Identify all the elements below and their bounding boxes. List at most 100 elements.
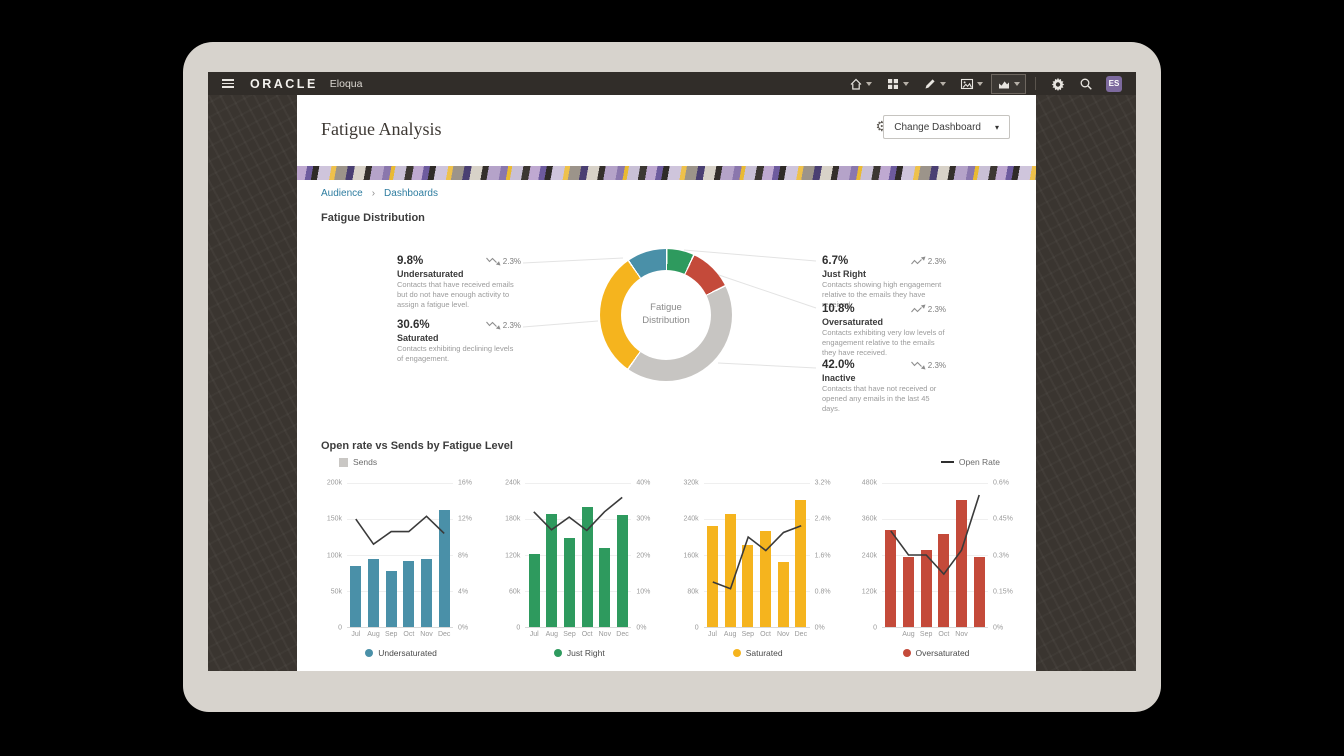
- x-axis-labels: Jul Aug Sep Oct Nov Dec: [708, 631, 808, 638]
- change-dashboard-button[interactable]: Change Dashboard ▾: [883, 115, 1010, 139]
- trend-value: 2.3%: [927, 304, 946, 314]
- open-rate-line: [533, 496, 624, 532]
- sends-bar: [885, 530, 897, 627]
- stat-label: Just Right: [822, 269, 866, 279]
- x-axis-labels: Jul Aug Sep Oct Nov Dec: [529, 631, 629, 638]
- sends-legend-label: Sends: [353, 457, 378, 467]
- legend-dot: [365, 649, 374, 657]
- chevron-down-icon: ▾: [994, 122, 999, 132]
- chart-just-right: 240k 180k 120k 60k 0 40% 30% 20% 10% 0% Jul Aug Se…: [493, 479, 665, 659]
- donut-leader-lines: [522, 249, 817, 369]
- open-rate-legend-label: Open Rate: [958, 457, 1000, 467]
- breadcrumb-audience-link[interactable]: Audience: [321, 188, 363, 199]
- search-button[interactable]: [1074, 75, 1098, 93]
- chart-oversaturated: 480k 360k 240k 120k 0 0.6% 0.45% 0.3% 0.15% 0% A…: [850, 479, 1022, 659]
- right-axis-ticks: 3.2% 2.4% 1.6% 0.8% 0%: [814, 479, 831, 632]
- area-chart-icon: [999, 80, 1009, 88]
- stat-value: 9.8%: [397, 255, 424, 267]
- sends-bar: [724, 514, 736, 627]
- sends-bar: [955, 499, 967, 627]
- stat-description: Contacts exhibiting very low levels of e…: [822, 328, 945, 357]
- assets-nav-item[interactable]: [955, 75, 988, 93]
- legend-dot: [732, 649, 741, 657]
- x-axis-labels: Aug Sep Oct Nov: [902, 631, 968, 638]
- top-navigation-bar: ORACLE Eloqua: [208, 72, 1136, 95]
- analytics-nav-item[interactable]: [991, 73, 1026, 94]
- charts-legend-row: Sends Open Rate: [339, 457, 1000, 467]
- breadcrumb-dashboards-link[interactable]: Dashboards: [384, 188, 438, 199]
- combo-charts-row: 200k 150k 100k 50k 0 16% 12% 8% 4% 0% Jul Aug Sep O…: [315, 479, 1022, 659]
- trend-down-icon: [485, 320, 501, 330]
- left-axis-ticks: 320k 240k 160k 80k 0: [683, 479, 699, 632]
- compose-nav-item[interactable]: [918, 75, 951, 93]
- chevron-down-icon: [940, 81, 946, 86]
- sends-bar: [759, 531, 771, 627]
- right-axis-ticks: 40% 30% 20% 10% 0%: [636, 479, 651, 632]
- stat-description: Contacts that have received emails but d…: [397, 280, 514, 309]
- donut-center-label: Fatigue Distribution: [642, 302, 690, 326]
- decorative-pattern-strip: [297, 166, 1036, 180]
- apps-grid-icon: [888, 78, 898, 89]
- chart-plot: [525, 483, 632, 628]
- breadcrumb-separator: ›: [371, 188, 376, 199]
- sends-bar: [546, 514, 558, 627]
- chart-legend: Saturated: [672, 648, 844, 658]
- stat-oversaturated: 10.8% 2.3% Oversaturated Contacts exhibi…: [822, 303, 946, 357]
- oracle-logo: ORACLE: [250, 76, 318, 91]
- user-avatar[interactable]: ES: [1106, 75, 1122, 92]
- dashboard-panel: Fatigue Analysis ⚙ Change Dashboard ▾ Au…: [297, 95, 1036, 671]
- chart-plot: [703, 483, 810, 628]
- sends-bar: [350, 565, 362, 627]
- open-rate-legend: Open Rate: [940, 457, 1000, 467]
- chevron-down-icon: [866, 81, 872, 86]
- trend-value: 2.3%: [927, 360, 946, 370]
- image-icon: [960, 78, 974, 89]
- trend-up-icon: [910, 256, 926, 266]
- gear-icon: [1051, 77, 1065, 91]
- trend-value: 2.3%: [502, 256, 521, 266]
- stat-description: Contacts exhibiting declining levels of …: [397, 344, 514, 363]
- search-icon: [1080, 78, 1092, 90]
- topbar-divider: [1035, 77, 1036, 90]
- topbar-actions: ES: [844, 73, 1122, 94]
- sends-bar: [902, 557, 914, 627]
- hamburger-menu-icon[interactable]: [222, 79, 234, 88]
- legend-label: Saturated: [745, 648, 783, 658]
- fatigue-distribution-section-title: Fatigue Distribution: [321, 212, 425, 224]
- product-name: Eloqua: [329, 77, 363, 90]
- open-rate-line: [712, 524, 802, 590]
- sends-bar: [420, 558, 432, 627]
- home-icon: [850, 78, 862, 90]
- legend-label: Undersaturated: [378, 648, 437, 658]
- laptop-frame: ORACLE Eloqua: [183, 42, 1161, 712]
- trend-value: 2.3%: [502, 320, 521, 330]
- right-axis-ticks: 0.6% 0.45% 0.3% 0.15% 0%: [992, 479, 1013, 632]
- chevron-down-icon: [1014, 81, 1020, 86]
- stat-label: Inactive: [822, 373, 856, 383]
- stat-inactive: 42.0% 2.3% Inactive Contacts that have n…: [822, 359, 946, 413]
- screen-background: ORACLE Eloqua: [208, 72, 1136, 671]
- sends-bar: [599, 547, 611, 627]
- left-axis-ticks: 480k 360k 240k 120k 0: [861, 479, 877, 632]
- chart-legend: Undersaturated: [315, 648, 487, 658]
- stat-label: Saturated: [397, 333, 439, 343]
- sends-bar: [563, 538, 575, 627]
- sends-legend-swatch: [339, 457, 348, 467]
- left-axis-ticks: 240k 180k 120k 60k 0: [505, 479, 521, 632]
- stat-saturated: 30.6% 2.3% Saturated Contacts exhibiting…: [397, 319, 521, 364]
- stat-description: Contacts showing high engagement relativ…: [822, 280, 942, 309]
- apps-grid-nav-item[interactable]: [881, 75, 914, 93]
- sends-legend: Sends: [339, 457, 377, 467]
- sends-bar: [777, 562, 789, 627]
- open-rate-legend-swatch: [940, 461, 954, 463]
- page-title: Fatigue Analysis: [321, 119, 442, 139]
- settings-button[interactable]: [1046, 75, 1070, 93]
- breadcrumb: Audience › Dashboards: [321, 188, 438, 199]
- stat-label: Oversaturated: [822, 317, 884, 327]
- sends-bar: [938, 534, 950, 627]
- stat-value: 30.6%: [397, 319, 430, 331]
- home-nav-item[interactable]: [844, 75, 877, 93]
- stat-value: 6.7%: [822, 255, 849, 267]
- sends-bar: [616, 514, 628, 627]
